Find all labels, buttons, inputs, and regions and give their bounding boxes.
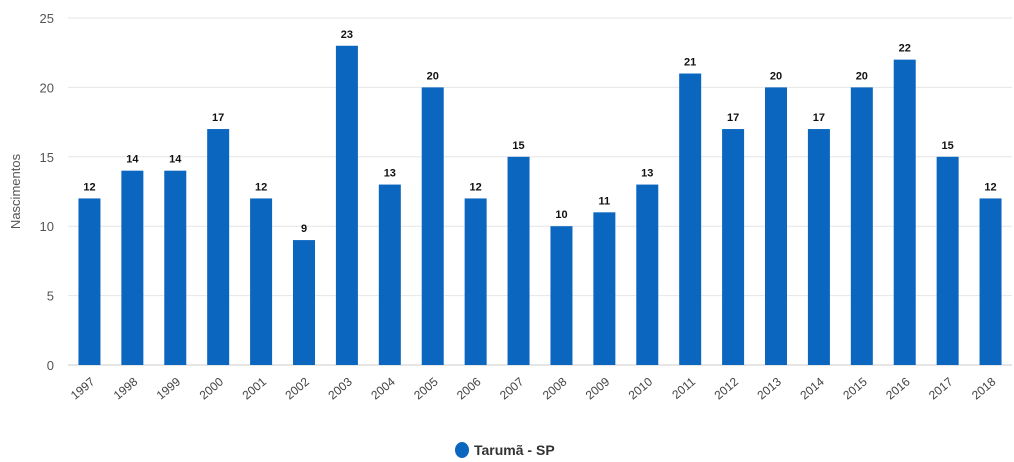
bar[interactable] (722, 129, 745, 365)
bar[interactable] (164, 170, 187, 365)
data-label: 12 (470, 181, 482, 193)
legend-label: Tarumã - SP (474, 442, 555, 458)
bar[interactable] (421, 87, 444, 366)
x-tick-label: 2014 (797, 374, 827, 402)
bar[interactable] (335, 45, 358, 365)
x-tick-label: 2004 (368, 374, 398, 402)
bar[interactable] (593, 212, 616, 365)
data-label: 20 (856, 70, 868, 82)
data-label: 13 (384, 168, 396, 180)
bar[interactable] (464, 198, 487, 365)
data-label: 23 (341, 29, 353, 41)
bar[interactable] (378, 184, 401, 365)
bar[interactable] (507, 156, 530, 365)
x-tick-label: 1999 (154, 374, 184, 402)
bar[interactable] (78, 198, 101, 365)
bar[interactable] (850, 87, 873, 366)
x-tick-label: 1998 (111, 374, 141, 402)
x-tick-label: 2016 (883, 374, 913, 402)
data-label: 17 (727, 112, 739, 124)
x-tick-label: 2017 (926, 374, 956, 402)
legend[interactable]: Tarumã - SP (455, 442, 555, 458)
bar[interactable] (936, 156, 959, 365)
x-tick-label: 2018 (969, 374, 999, 402)
legend-marker (455, 442, 469, 458)
data-label: 12 (83, 181, 95, 193)
y-tick-label: 10 (40, 219, 54, 234)
x-tick-label: 2011 (669, 374, 698, 402)
bar[interactable] (636, 184, 659, 365)
x-tick-label: 2001 (240, 374, 270, 402)
x-tick-label: 2005 (411, 374, 441, 402)
x-tick-label: 2015 (840, 374, 870, 402)
data-label: 17 (212, 112, 224, 124)
x-tick-label: 2007 (497, 374, 527, 402)
bars (78, 45, 1002, 366)
y-tick-label: 5 (47, 289, 54, 304)
data-label: 12 (984, 181, 996, 193)
data-label: 22 (899, 43, 911, 55)
x-tick-label: 2013 (754, 374, 784, 402)
data-label: 17 (813, 112, 825, 124)
data-labels: 12 14 14 17 12 9 23 13 20 12 15 10 11 13 21 17 20 17 20 22 1… (83, 29, 996, 235)
data-label: 20 (770, 70, 782, 82)
x-tick-label: 2009 (583, 374, 613, 402)
data-label: 20 (427, 70, 439, 82)
bar[interactable] (293, 240, 315, 365)
data-label: 15 (512, 140, 524, 152)
y-tick-label: 0 (47, 358, 54, 373)
x-tick-label: 2002 (282, 374, 312, 402)
x-tick-label: 2006 (454, 374, 484, 402)
data-label: 21 (684, 57, 696, 69)
bar[interactable] (979, 198, 1002, 365)
bar[interactable] (807, 129, 830, 365)
bar[interactable] (121, 170, 144, 365)
data-label: 13 (641, 168, 653, 180)
data-label: 12 (255, 181, 267, 193)
x-tick-label: 1997 (68, 374, 98, 402)
data-label: 14 (126, 154, 139, 166)
x-tick-label: 2003 (325, 374, 355, 402)
bar[interactable] (679, 73, 702, 366)
x-axis-ticks: 1997 1998 1999 2000 2001 2002 2003 2004 2005 2006… (68, 374, 999, 402)
x-tick-label: 2010 (626, 374, 656, 402)
y-axis-title: Nascimentos (8, 153, 23, 229)
y-tick-label: 20 (40, 80, 54, 95)
y-axis-ticks: 0 5 10 15 20 25 (40, 11, 54, 373)
y-tick-label: 25 (40, 11, 54, 26)
x-tick-label: 2012 (712, 374, 742, 402)
y-tick-label: 15 (40, 150, 54, 165)
x-tick-label: 2008 (540, 374, 570, 402)
data-label: 15 (942, 140, 954, 152)
bar[interactable] (250, 198, 273, 365)
bar[interactable] (765, 87, 787, 366)
data-label: 10 (555, 209, 567, 221)
data-label: 9 (301, 223, 307, 235)
bar[interactable] (893, 59, 916, 365)
x-tick-label: 2000 (197, 374, 227, 402)
data-label: 14 (169, 154, 182, 166)
data-label: 11 (599, 195, 611, 207)
bar[interactable] (207, 129, 230, 365)
bar[interactable] (550, 226, 573, 365)
